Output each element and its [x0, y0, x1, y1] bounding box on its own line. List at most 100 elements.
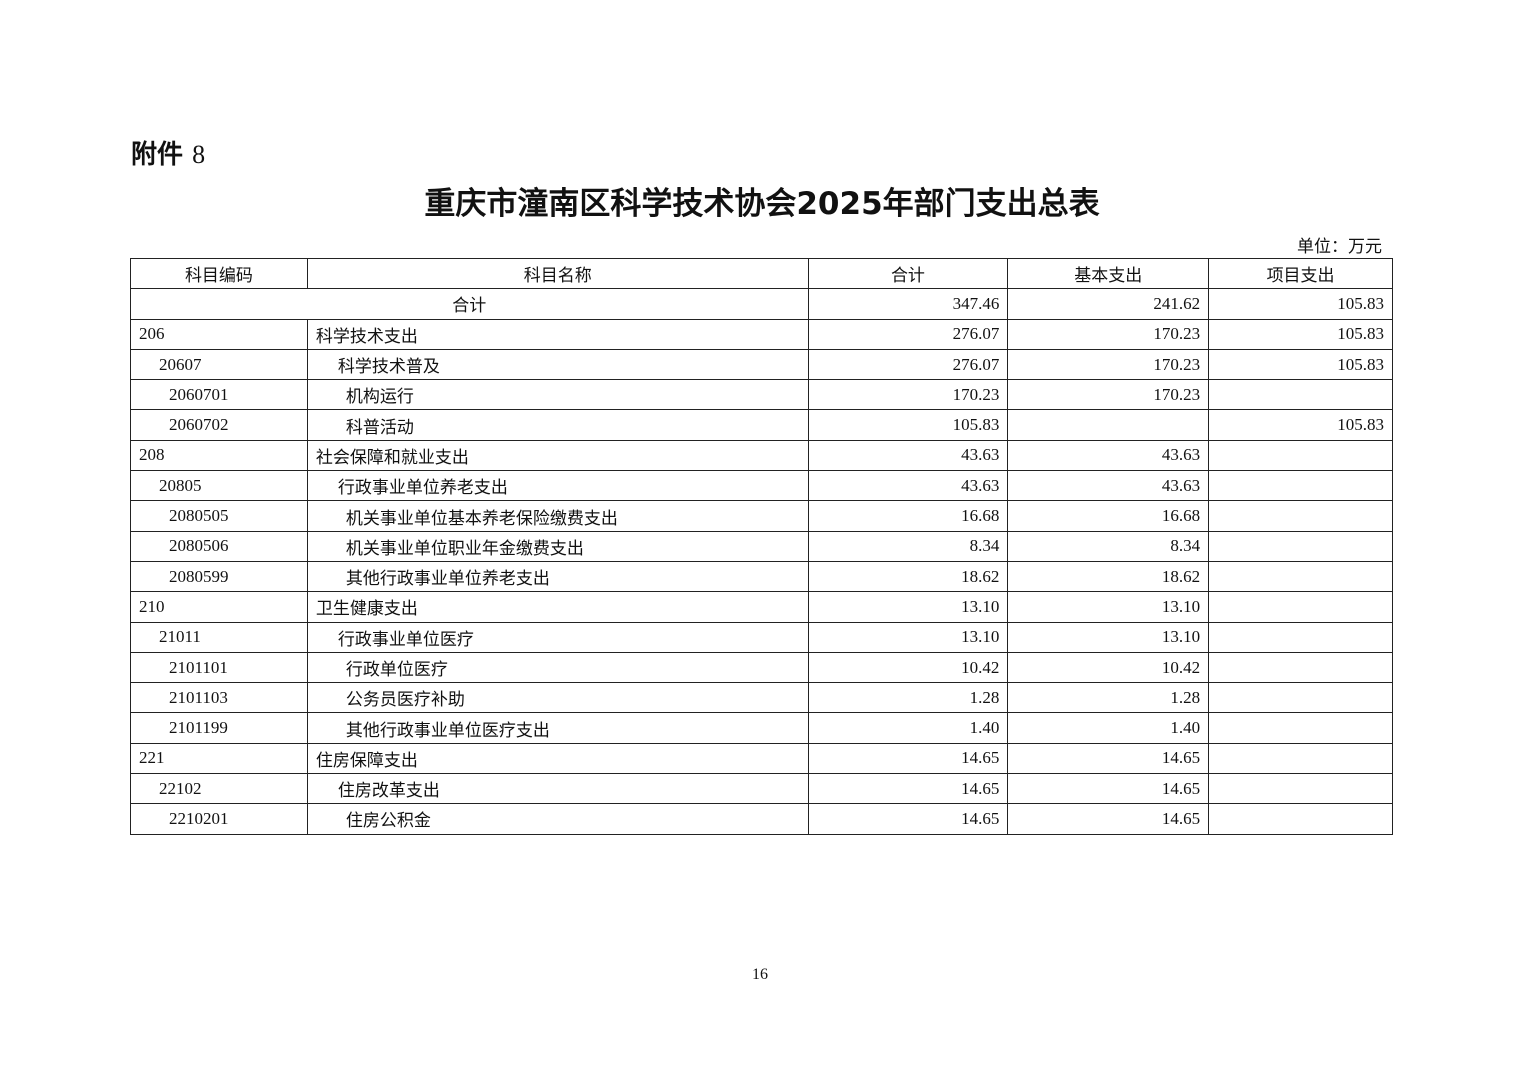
cell-total: 1.28 — [807, 682, 1009, 714]
cell-code: 2060702 — [130, 409, 308, 441]
cell-basic: 14.65 — [1007, 742, 1210, 775]
cell-project — [1208, 500, 1393, 532]
cell-project — [1208, 591, 1393, 623]
cell-basic: 14.65 — [1007, 773, 1210, 805]
cell-basic: 1.40 — [1007, 712, 1210, 744]
cell-code: 2060701 — [130, 379, 308, 411]
cell-name: 其他行政事业单位医疗支出 — [306, 712, 809, 744]
cell-name: 机构运行 — [306, 379, 809, 411]
cell-basic: 170.23 — [1007, 318, 1210, 350]
header-total: 合计 — [807, 257, 1009, 290]
cell-basic: 18.62 — [1007, 560, 1210, 593]
cell-basic: 14.65 — [1007, 803, 1210, 835]
cell-name: 住房公积金 — [306, 803, 809, 835]
attachment-label: 附件 8 — [131, 134, 205, 171]
cell-name: 卫生健康支出 — [306, 591, 809, 623]
cell-name: 科学技术普及 — [306, 348, 809, 381]
cell-code: 21011 — [130, 621, 308, 653]
cell-basic: 170.23 — [1007, 348, 1210, 381]
cell-basic: 8.34 — [1007, 530, 1210, 562]
cell-project — [1208, 803, 1393, 835]
unit-label: 单位：万元 — [1297, 237, 1382, 256]
document-title: 重庆市潼南区科学技术协会2025年部门支出总表 — [424, 186, 1100, 222]
cell-code: 2101103 — [130, 682, 308, 714]
cell-code: 2101199 — [130, 712, 308, 744]
table-row: 2060701 机构运行 170.23 170.23 — [130, 379, 1393, 411]
cell-total: 43.63 — [807, 470, 1009, 502]
cell-name: 公务员医疗补助 — [306, 682, 809, 714]
table-row: 2060702 科普活动 105.83 105.83 — [130, 409, 1393, 441]
cell-basic: 170.23 — [1007, 379, 1210, 411]
cell-basic — [1007, 409, 1210, 441]
cell-basic: 43.63 — [1007, 439, 1210, 472]
table-row: 206 科学技术支出 276.07 170.23 105.83 — [130, 318, 1393, 350]
cell-code: 2080599 — [130, 560, 308, 593]
cell-name: 住房保障支出 — [306, 742, 809, 775]
cell-name: 行政单位医疗 — [306, 651, 809, 684]
cell-project — [1208, 560, 1393, 593]
table-row: 20607 科学技术普及 276.07 170.23 105.83 — [130, 348, 1393, 381]
table-row: 2101101 行政单位医疗 10.42 10.42 — [130, 651, 1393, 684]
table-row: 22102 住房改革支出 14.65 14.65 — [130, 773, 1393, 805]
cell-project — [1208, 379, 1393, 411]
cell-name: 机关事业单位职业年金缴费支出 — [306, 530, 809, 562]
table-row: 2101103 公务员医疗补助 1.28 1.28 — [130, 682, 1393, 714]
cell-code: 2210201 — [130, 803, 308, 835]
cell-total: 10.42 — [807, 651, 1009, 684]
cell-total: 16.68 — [807, 500, 1009, 532]
cell-project — [1208, 712, 1393, 744]
cell-code: 2101101 — [130, 651, 308, 684]
cell-code: 221 — [130, 742, 308, 775]
attachment-text: 附件 — [131, 140, 184, 170]
table-row: 2101199 其他行政事业单位医疗支出 1.40 1.40 — [130, 712, 1393, 744]
cell-total: 18.62 — [807, 560, 1009, 593]
page-number: 16 — [752, 966, 768, 983]
cell-total: 276.07 — [807, 348, 1009, 381]
total-total: 347.46 — [807, 288, 1009, 320]
header-project: 项目支出 — [1208, 257, 1393, 290]
cell-total: 276.07 — [807, 318, 1009, 350]
cell-name: 行政事业单位养老支出 — [306, 470, 809, 502]
table-row: 221 住房保障支出 14.65 14.65 — [130, 742, 1393, 775]
table-row: 2080599 其他行政事业单位养老支出 18.62 18.62 — [130, 560, 1393, 593]
cell-total: 170.23 — [807, 379, 1009, 411]
cell-name: 机关事业单位基本养老保险缴费支出 — [306, 500, 809, 532]
cell-total: 105.83 — [807, 409, 1009, 441]
total-basic: 241.62 — [1007, 288, 1210, 320]
table-row: 20805 行政事业单位养老支出 43.63 43.63 — [130, 470, 1393, 502]
cell-project — [1208, 439, 1393, 472]
cell-name: 科普活动 — [306, 409, 809, 441]
cell-total: 13.10 — [807, 621, 1009, 653]
cell-project — [1208, 470, 1393, 502]
attachment-number: 8 — [192, 140, 206, 169]
cell-project — [1208, 742, 1393, 775]
cell-project: 105.83 — [1208, 409, 1393, 441]
cell-name: 其他行政事业单位养老支出 — [306, 560, 809, 593]
header-name: 科目名称 — [306, 257, 809, 290]
header-code: 科目编码 — [130, 257, 308, 290]
cell-basic: 10.42 — [1007, 651, 1210, 684]
cell-basic: 16.68 — [1007, 500, 1210, 532]
header-basic: 基本支出 — [1007, 257, 1210, 290]
cell-code: 2080505 — [130, 500, 308, 532]
table-row: 2080506 机关事业单位职业年金缴费支出 8.34 8.34 — [130, 530, 1393, 562]
cell-basic: 43.63 — [1007, 470, 1210, 502]
cell-basic: 1.28 — [1007, 682, 1210, 714]
table-row: 208 社会保障和就业支出 43.63 43.63 — [130, 439, 1393, 472]
total-row: 合计 347.46 241.62 105.83 — [130, 288, 1393, 320]
cell-code: 210 — [130, 591, 308, 623]
table-row: 21011 行政事业单位医疗 13.10 13.10 — [130, 621, 1393, 653]
cell-code: 2080506 — [130, 530, 308, 562]
cell-name: 科学技术支出 — [306, 318, 809, 350]
total-project: 105.83 — [1208, 288, 1393, 320]
cell-project — [1208, 773, 1393, 805]
cell-project — [1208, 682, 1393, 714]
cell-project: 105.83 — [1208, 318, 1393, 350]
cell-total: 14.65 — [807, 773, 1009, 805]
table-header-row: 科目编码 科目名称 合计 基本支出 项目支出 — [130, 257, 1393, 290]
table-row: 2080505 机关事业单位基本养老保险缴费支出 16.68 16.68 — [130, 500, 1393, 532]
cell-name: 行政事业单位医疗 — [306, 621, 809, 653]
cell-project — [1208, 530, 1393, 562]
cell-total: 14.65 — [807, 803, 1009, 835]
table-row: 210 卫生健康支出 13.10 13.10 — [130, 591, 1393, 623]
